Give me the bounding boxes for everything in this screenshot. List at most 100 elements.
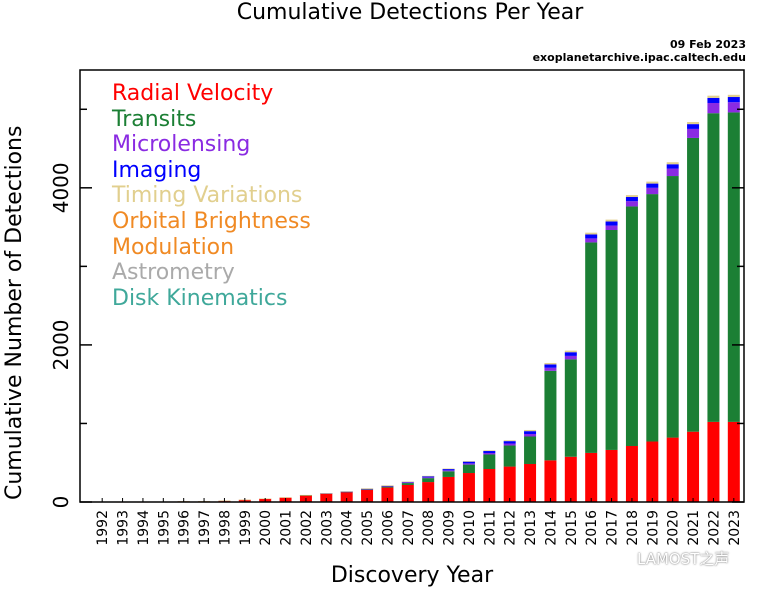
bar-2003-timing-variations (320, 493, 333, 494)
bar-2017-microlensing (605, 225, 618, 230)
bar-2002-timing-variations (299, 494, 312, 496)
bar-2022-imaging (707, 97, 720, 103)
x-tick-label-2020: 2020 (666, 510, 682, 546)
bar-2006-radial-velocity (381, 487, 394, 502)
axes-layer (79, 69, 745, 503)
bar-2008-transits (422, 478, 435, 483)
bar-2011-microlensing (483, 452, 496, 455)
y-tick-label-0: 0 (49, 496, 73, 509)
x-tick-label-2019: 2019 (645, 510, 661, 546)
bar-2014-timing-variations (544, 362, 557, 365)
bars-layer (96, 94, 740, 503)
bar-2017-timing-variations (605, 219, 618, 222)
bar-2011-radial-velocity (483, 469, 496, 502)
x-tick-label-1997: 1997 (197, 510, 213, 546)
bar-2019-radial-velocity (646, 441, 659, 502)
bar-2021-transits (687, 137, 700, 432)
bar-2005-radial-velocity (361, 489, 374, 502)
bar-2022-microlensing (707, 102, 720, 114)
x-tick-label-2023: 2023 (727, 510, 743, 546)
bar-2004-radial-velocity (340, 492, 353, 502)
bar-2016-microlensing (585, 238, 598, 243)
x-axis-label: Discovery Year (330, 563, 494, 588)
bar-2023-radial-velocity (727, 421, 740, 502)
bar-2007-microlensing (401, 482, 414, 484)
bar-2010-radial-velocity (462, 473, 475, 502)
bar-2008-radial-velocity (422, 482, 435, 502)
x-tick-label-2004: 2004 (340, 510, 356, 546)
x-tick-label-2011: 2011 (482, 510, 498, 546)
bar-2020-microlensing (666, 168, 679, 177)
bar-2019-microlensing (646, 187, 659, 195)
bar-2020-timing-variations (666, 162, 679, 165)
bar-2020-transits (666, 176, 679, 438)
bar-2023-microlensing (727, 102, 740, 113)
bar-2014-radial-velocity (544, 460, 557, 502)
bar-2007-transits (401, 483, 414, 485)
bar-2019-timing-variations (646, 181, 659, 184)
bar-2023-timing-variations (727, 94, 740, 98)
legend-entry-disk-kinematics: Disk Kinematics (112, 285, 288, 311)
x-tick-label-1995: 1995 (156, 510, 172, 546)
bar-2012-radial-velocity (503, 466, 516, 502)
bar-2013-timing-variations (524, 429, 537, 432)
bar-2017-transits (605, 230, 618, 450)
bar-2009-timing-variations (442, 468, 455, 470)
bar-2009-imaging (442, 468, 455, 471)
x-tick-label-2021: 2021 (686, 510, 702, 546)
bar-2010-microlensing (462, 463, 475, 465)
bar-2016-timing-variations (585, 232, 598, 235)
legend-entry-microlensing: Microlensing (112, 132, 251, 158)
bar-2006-transits (381, 486, 394, 488)
y-tick-label-4000: 4000 (49, 162, 73, 213)
bar-2011-imaging (483, 451, 496, 453)
x-tick-label-1996: 1996 (177, 510, 193, 546)
x-tick-label-2017: 2017 (605, 510, 621, 546)
x-tick-label-2009: 2009 (442, 510, 458, 546)
x-tick-label-2012: 2012 (503, 510, 519, 546)
bar-2012-transits (503, 445, 516, 467)
bar-2001-timing-variations (279, 497, 292, 498)
bar-2015-transits (564, 359, 577, 457)
legend-entry-modulation: Modulation (112, 234, 235, 260)
bar-2008-microlensing (422, 477, 435, 479)
x-tick-label-2015: 2015 (564, 510, 580, 546)
y-tick-label-2000: 2000 (49, 319, 73, 370)
x-tick-label-2014: 2014 (543, 510, 559, 546)
x-tick-label-2005: 2005 (360, 510, 376, 546)
plot-frame (79, 69, 745, 503)
bar-2018-transits (625, 206, 638, 446)
bar-2022-radial-velocity (707, 421, 720, 502)
x-tick-label-1994: 1994 (136, 510, 152, 546)
bar-2014-transits (544, 370, 557, 461)
bar-2017-imaging (605, 221, 618, 226)
source-label: exoplanetarchive.ipac.caltech.edu (532, 51, 746, 64)
legend-entry-transits: Transits (112, 106, 197, 132)
bar-2018-microlensing (625, 201, 638, 207)
x-tick-label-1993: 1993 (116, 510, 132, 546)
x-tick-label-2008: 2008 (421, 510, 437, 546)
x-tick-label-2003: 2003 (319, 510, 335, 546)
bar-2019-imaging (646, 183, 659, 188)
chart-title: Cumulative Detections Per Year (236, 0, 584, 25)
bar-2020-radial-velocity (666, 437, 679, 502)
bar-2022-transits (707, 113, 720, 422)
bar-2012-timing-variations (503, 440, 516, 442)
bar-2021-microlensing (687, 128, 700, 138)
legend: Radial Velocity Transits Microlensing Im… (112, 81, 311, 311)
bar-2016-radial-velocity (585, 452, 598, 502)
bar-2009-transits (442, 471, 455, 477)
bar-2013-microlensing (524, 433, 537, 437)
bar-2012-imaging (503, 441, 516, 444)
bar-2020-imaging (666, 164, 679, 169)
x-tick-label-2018: 2018 (625, 510, 641, 546)
bar-2012-microlensing (503, 443, 516, 446)
legend-entry-orbital-brightness: Orbital Brightness (112, 208, 311, 234)
x-tick-label-1992: 1992 (95, 510, 111, 546)
bar-2011-transits (483, 454, 496, 470)
bar-2015-timing-variations (564, 350, 577, 353)
legend-entry-timing-variations: Timing Variations (112, 183, 303, 209)
bar-2016-transits (585, 242, 598, 453)
